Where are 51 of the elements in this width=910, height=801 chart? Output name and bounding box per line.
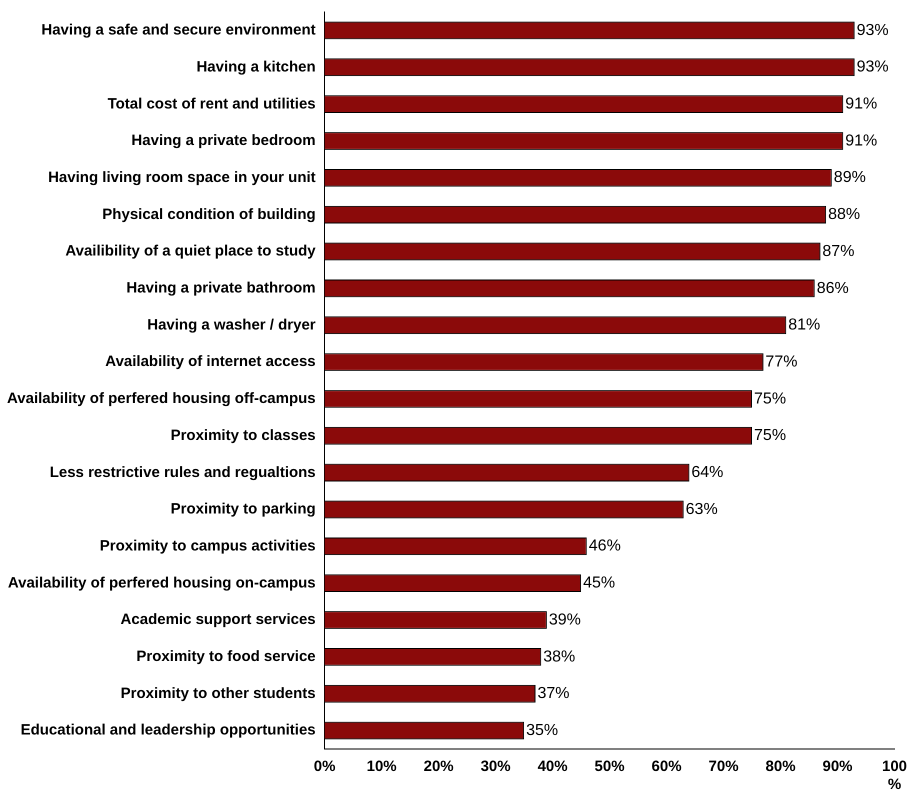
x-tick-label: 60% bbox=[652, 758, 682, 776]
y-tick-label: Proximity to parking bbox=[170, 500, 316, 518]
data-label: 64% bbox=[691, 464, 724, 482]
x-tick-label: 40% bbox=[538, 758, 568, 776]
data-label: 45% bbox=[583, 574, 616, 592]
data-label: 46% bbox=[588, 538, 621, 555]
data-label: 77% bbox=[765, 353, 798, 370]
data-label: 91% bbox=[845, 96, 878, 113]
y-tick-label: Having a private bathroom bbox=[126, 280, 316, 297]
x-tick-label: 30% bbox=[480, 758, 511, 776]
x-tick-label: 70% bbox=[708, 758, 739, 776]
y-tick-label: Proximity to classes bbox=[170, 426, 316, 444]
data-label: 75% bbox=[754, 390, 786, 408]
y-tick-label: Availability of perfered housing on-campus bbox=[8, 574, 316, 592]
y-tick-label: Less restrictive rules and regualtions bbox=[50, 464, 316, 481]
y-tick-label: Having a kitchen bbox=[196, 58, 316, 76]
y-tick-label: Educational and leadership opportunities bbox=[20, 722, 316, 739]
x-tick-label: 100 % bbox=[882, 758, 907, 794]
x-tick-label: 0% bbox=[314, 758, 336, 776]
data-label: 89% bbox=[834, 169, 866, 186]
y-tick-label: Proximity to other students bbox=[120, 684, 316, 702]
data-label: 38% bbox=[543, 648, 576, 666]
data-label: 39% bbox=[548, 611, 581, 628]
x-tick-label: 20% bbox=[424, 758, 454, 776]
data-label: 63% bbox=[686, 500, 718, 518]
y-tick-label: Having a private bedroom bbox=[131, 132, 316, 150]
data-label: 88% bbox=[828, 206, 860, 224]
data-label: 91% bbox=[845, 132, 878, 150]
data-label: 86% bbox=[816, 280, 849, 297]
y-tick-label: Physical condition of building bbox=[102, 206, 316, 223]
y-tick-label: Total cost of rent and utilities bbox=[108, 95, 316, 112]
y-tick-label: Availibility of a quiet place to study bbox=[65, 242, 316, 260]
y-tick-label: Having a safe and secure environment bbox=[41, 22, 316, 39]
y-tick-label: Having living room space in your unit bbox=[48, 168, 316, 186]
data-label: 37% bbox=[537, 685, 570, 702]
y-tick-label: Academic support services bbox=[120, 611, 316, 628]
y-tick-label: Proximity to food service bbox=[136, 648, 316, 666]
data-label: 81% bbox=[788, 316, 820, 334]
y-tick-label: Availability of internet access bbox=[105, 353, 316, 370]
y-tick-label: Having a washer / dryer bbox=[147, 316, 316, 334]
x-tick-label: 10% bbox=[366, 758, 397, 776]
data-label: 75% bbox=[754, 427, 786, 444]
x-tick-label: 50% bbox=[594, 758, 625, 776]
y-tick-label: Availability of perfered housing off-campus bbox=[6, 390, 316, 408]
y-tick-label: Proximity to campus activities bbox=[100, 537, 316, 554]
x-tick-label: 80% bbox=[766, 758, 796, 776]
x-tick-label: 90% bbox=[822, 758, 853, 776]
data-label: 93% bbox=[856, 58, 889, 76]
data-label: 87% bbox=[822, 242, 854, 260]
data-label: 93% bbox=[856, 22, 889, 39]
data-label: 35% bbox=[526, 722, 558, 739]
